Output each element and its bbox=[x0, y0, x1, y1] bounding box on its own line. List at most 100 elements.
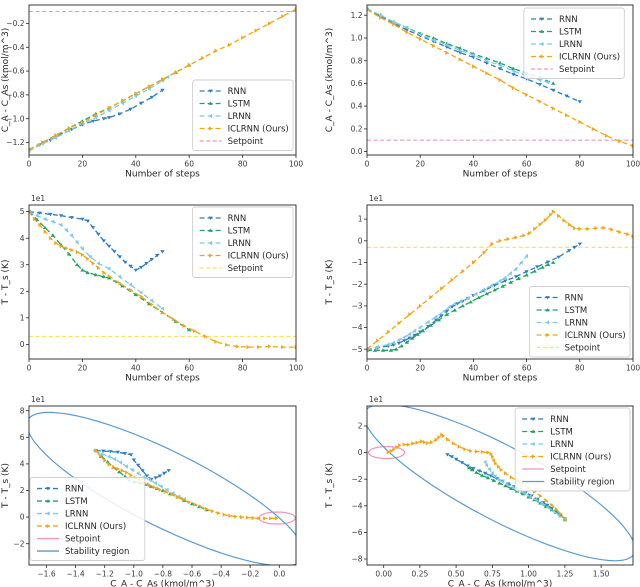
x-tick-label: −1.0 bbox=[125, 570, 143, 579]
series-lrnn bbox=[92, 448, 187, 502]
y-tick-label: −1.0 bbox=[6, 114, 24, 123]
y-tick-label: 0 bbox=[358, 236, 363, 245]
y-tick-label: −5 bbox=[351, 345, 362, 354]
y-axis: 0 1 2 3 4 5 T - T_s (K) 1e1 bbox=[1, 194, 45, 349]
x-tick-label: 80 bbox=[238, 160, 248, 169]
y-tick-label: 0 bbox=[20, 513, 25, 522]
plot-frame bbox=[28, 204, 297, 360]
y-tick-label: 2 bbox=[20, 287, 25, 296]
legend-label: LRNN bbox=[550, 440, 573, 450]
series-iclrnn-ours- bbox=[29, 210, 296, 350]
x-tick-label: 100 bbox=[626, 160, 640, 169]
legend-label: RNN bbox=[565, 294, 584, 304]
stability-region-ellipse bbox=[29, 411, 296, 565]
legend-label: ICLRNN (Ours) bbox=[559, 53, 620, 63]
legend-label: RNN bbox=[228, 214, 247, 224]
x-axis-label: Number of steps bbox=[463, 170, 538, 180]
legend-label: ICLRNN (Ours) bbox=[65, 522, 126, 532]
y-axis: −1.2 −1.0 −0.8 −0.6 −0.4 −0.2C_A - C_As (kmol… bbox=[1, 19, 29, 147]
legend-label: Setpoint bbox=[559, 65, 595, 75]
axis-offset-label: 1e1 bbox=[369, 194, 383, 203]
x-tick-label: 80 bbox=[238, 364, 248, 373]
y-tick-label: −8 bbox=[351, 555, 362, 564]
legend-label: RNN bbox=[559, 15, 578, 25]
x-tick-label: −1.4 bbox=[66, 570, 84, 579]
series-iclrnn-ours- bbox=[29, 7, 296, 151]
y-tick-label: −3 bbox=[351, 302, 362, 311]
x-axis: 0 20 40 60 80 100 Number of steps bbox=[365, 359, 640, 384]
x-tick-label: 60 bbox=[184, 160, 194, 169]
x-tick-label: 20 bbox=[78, 160, 88, 169]
axis-offset-label: 1e1 bbox=[31, 194, 45, 203]
x-axis: 0 20 40 60 80 100 Number of steps bbox=[27, 359, 304, 384]
y-axis-label: T - T_s (K) bbox=[1, 260, 11, 306]
y-tick-label: 0.2 bbox=[351, 125, 363, 134]
y-tick-label: 2 bbox=[358, 422, 363, 431]
y-tick-label: −4 bbox=[351, 501, 362, 510]
y-axis-label: T - T_s (K) bbox=[325, 463, 335, 509]
legend-label: ICLRNN (Ours) bbox=[565, 331, 626, 341]
x-axis: 0 20 40 60 80 100 Number of steps bbox=[27, 155, 303, 180]
x-tick-label: 0.00 bbox=[375, 570, 392, 579]
legend: RNN LSTM LRNN ICLRNN (Ours) Setpoint bbox=[523, 7, 625, 79]
y-tick-label: 5 bbox=[20, 207, 25, 216]
x-tick-label: 60 bbox=[522, 364, 532, 373]
legend-label: LSTM bbox=[550, 428, 573, 438]
legend-label: Setpoint bbox=[228, 137, 264, 147]
y-tick-label: 0.4 bbox=[351, 102, 363, 111]
series-lrnn bbox=[367, 6, 550, 85]
x-tick-label: 20 bbox=[78, 364, 88, 373]
x-tick-label: 20 bbox=[415, 160, 425, 169]
y-axis: −2 0 2 4 6 8 T - T_s (K) 1e1 bbox=[1, 395, 45, 548]
y-axis: −8 −6 −4 −2 0 2 T - T_s (K) 1e1 bbox=[325, 395, 383, 564]
y-tick-label: 0.8 bbox=[351, 56, 363, 65]
y-tick-label: 1 bbox=[358, 215, 363, 224]
x-tick-label: −1.2 bbox=[96, 570, 114, 579]
y-axis-label: C_A - C_As (kmol/m^3) bbox=[325, 28, 335, 132]
x-tick-label: −0.4 bbox=[212, 570, 230, 579]
legend: RNN LSTM LRNN ICLRNN (Ours) Setpoint Stabilit… bbox=[514, 407, 631, 492]
y-tick-label: 0 bbox=[358, 448, 363, 457]
legend-label: RNN bbox=[550, 415, 569, 425]
series-lstm bbox=[29, 209, 192, 332]
legend-label: LRNN bbox=[228, 239, 251, 249]
y-tick-label: −2 bbox=[351, 280, 362, 289]
x-tick-label: 0.50 bbox=[448, 570, 465, 579]
plot-frame bbox=[366, 204, 634, 360]
y-tick-label: 0 bbox=[20, 340, 25, 349]
y-tick-label: 0.6 bbox=[351, 79, 363, 88]
y-tick-label: 0.0 bbox=[351, 147, 363, 156]
y-tick-label: −1 bbox=[351, 258, 362, 267]
legend-label: Setpoint bbox=[228, 264, 264, 274]
x-tick-label: 1.25 bbox=[557, 570, 574, 579]
x-tick-label: −0.8 bbox=[154, 570, 172, 579]
x-tick-label: 0.0 bbox=[273, 570, 285, 579]
axis-offset-label: 1e1 bbox=[369, 395, 383, 404]
y-tick-label: 2 bbox=[20, 486, 25, 495]
x-axis-label: Number of steps bbox=[125, 170, 200, 180]
y-tick-label: −0.6 bbox=[6, 67, 24, 76]
y-tick-label: −2 bbox=[351, 475, 362, 484]
legend: RNN LSTM LRNN ICLRNN (Ours) Setpoint bbox=[192, 206, 294, 278]
x-tick-label: 0 bbox=[27, 160, 32, 169]
legend: RNN LSTM LRNN ICLRNN (Ours) Setpoint bbox=[192, 79, 294, 151]
legend-label: ICLRNN (Ours) bbox=[228, 252, 289, 262]
x-tick-label: 40 bbox=[469, 364, 479, 373]
x-tick-label: 60 bbox=[184, 364, 194, 373]
x-tick-label: 100 bbox=[289, 364, 304, 373]
series-rnn bbox=[367, 242, 582, 352]
legend-label: RNN bbox=[228, 87, 247, 97]
series-rnn bbox=[367, 8, 582, 104]
y-tick-label: −0.8 bbox=[6, 91, 24, 100]
x-tick-label: 100 bbox=[626, 364, 640, 373]
legend-label: RNN bbox=[65, 485, 84, 495]
x-tick-label: 40 bbox=[131, 160, 141, 169]
legend-label: LSTM bbox=[65, 497, 88, 507]
x-tick-label: 60 bbox=[522, 160, 532, 169]
series-iclrnn-ours- bbox=[367, 209, 633, 351]
x-tick-label: 0 bbox=[365, 160, 370, 169]
legend-label: ICLRNN (Ours) bbox=[228, 125, 289, 135]
x-axis: 0.00 0.25 0.50 0.75 1.00 1.25 1.50 C_A - C_As (… bbox=[375, 565, 610, 587]
